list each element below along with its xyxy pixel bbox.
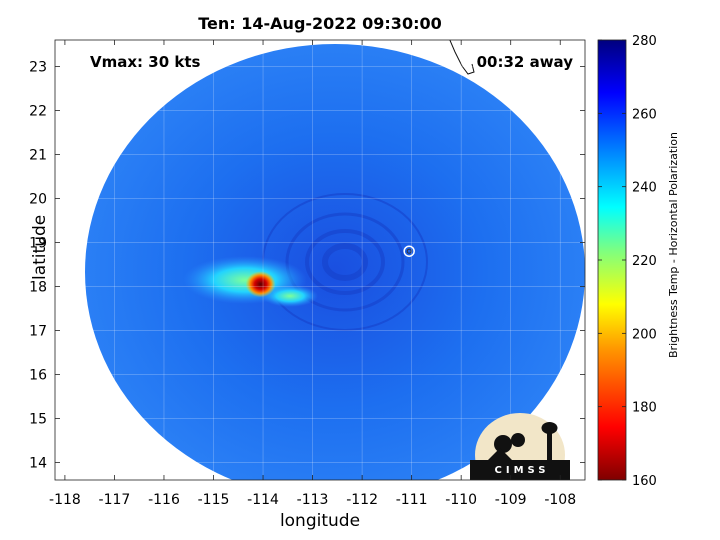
x-tick-label: -113 <box>297 492 329 508</box>
x-tick-label: -115 <box>198 492 230 508</box>
y-tick-label: 16 <box>29 367 47 383</box>
x-tick-label: -109 <box>495 492 527 508</box>
time-away-label: 00:32 away <box>476 53 573 71</box>
y-tick-label: 22 <box>29 103 47 119</box>
colorbar-tick-label: 260 <box>632 107 657 122</box>
swath-disc <box>85 44 585 480</box>
x-tick-label: -118 <box>49 492 81 508</box>
x-tick-label: -110 <box>445 492 477 508</box>
vmax-label: Vmax: 30 kts <box>90 53 201 71</box>
x-tick-label: -116 <box>148 492 180 508</box>
chart-title: Ten: 14-Aug-2022 09:30:00 <box>198 14 442 33</box>
colorbar-ticks: 160 180 200 220 240 260 280 <box>598 34 657 489</box>
logo-text: CIMSS <box>494 465 550 476</box>
y-tick-label: 14 <box>29 455 47 471</box>
cimss-logo <box>470 413 570 480</box>
y-axis-label: latitude <box>30 214 50 280</box>
x-axis-label: longitude <box>279 511 361 531</box>
colorbar-tick-label: 240 <box>632 181 657 196</box>
colorbar-tick-label: 280 <box>632 34 657 49</box>
colorbar-tick-label: 160 <box>632 474 657 489</box>
colorbar-tick-label: 180 <box>632 401 657 416</box>
colorbar <box>597 39 627 481</box>
y-tick-label: 19 <box>29 235 47 251</box>
x-tick-label: -114 <box>247 492 279 508</box>
colorbar-tick-label: 220 <box>632 254 657 269</box>
y-tick-label: 20 <box>29 191 47 207</box>
x-tick-label: -108 <box>544 492 576 508</box>
plot-frame <box>54 39 586 481</box>
colorbar-tick-label: 200 <box>632 327 657 342</box>
x-axis: -118 -117 -116 -115 -114 -113 -112 -111 -110 -109… <box>49 40 576 508</box>
x-tick-label: -111 <box>396 492 428 508</box>
cold-spot <box>245 271 276 298</box>
y-tick-label: 15 <box>29 411 47 427</box>
y-axis: 14 15 16 17 18 19 20 21 22 23 <box>29 59 585 471</box>
y-tick-label: 17 <box>29 323 47 339</box>
colorbar-label: Brightness Temp - Horizontal Polarizatio… <box>667 132 680 358</box>
y-tick-label: 21 <box>29 147 47 163</box>
storm-center-marker <box>403 245 415 257</box>
rain-band <box>262 285 318 307</box>
y-tick-label: 18 <box>29 279 47 295</box>
y-tick-label: 23 <box>29 59 47 75</box>
x-tick-label: -112 <box>346 492 378 508</box>
coastline <box>449 40 475 75</box>
x-tick-label: -117 <box>99 492 131 508</box>
